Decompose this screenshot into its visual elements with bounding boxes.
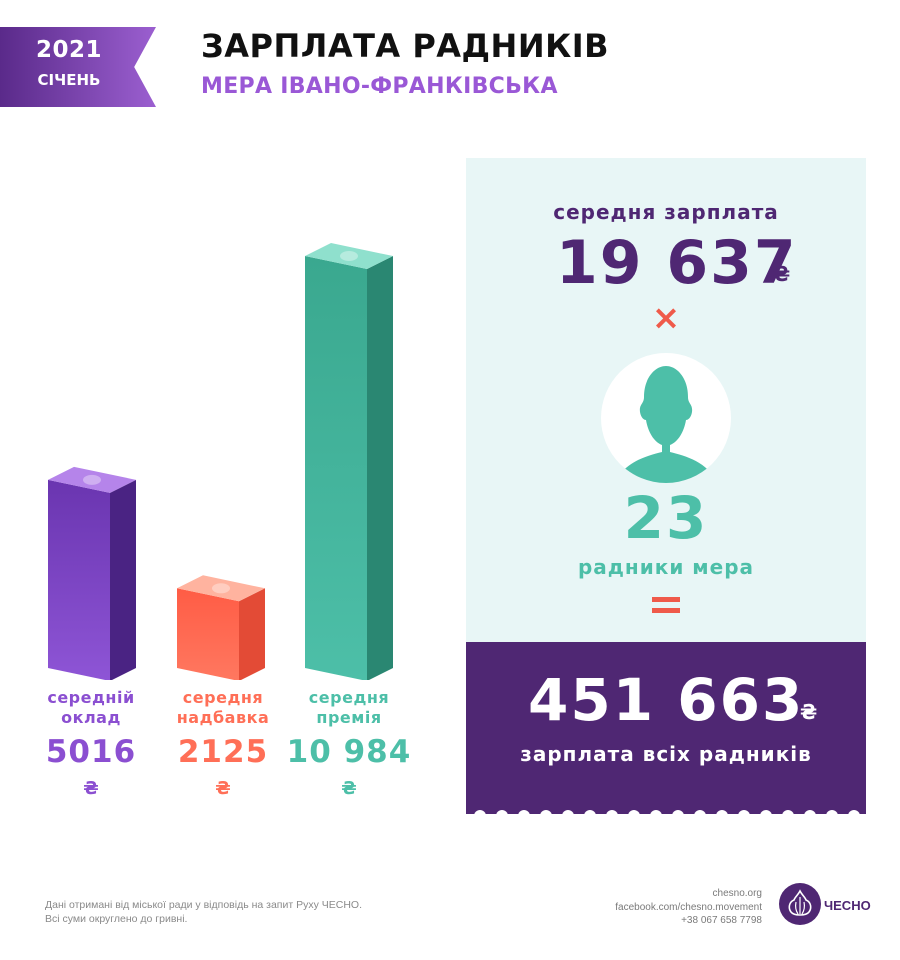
year-label: 2021 <box>35 37 102 63</box>
scallop-dot <box>782 810 794 818</box>
facebook-link[interactable]: facebook.com/chesno.movement <box>615 901 762 913</box>
bar-top-coin <box>340 251 358 261</box>
bar-1 <box>48 466 136 680</box>
scallop-dot <box>518 810 530 818</box>
bar-category-line: середня <box>182 688 264 707</box>
total-salary-label: зарплата всіх радників <box>520 742 812 766</box>
bar-top-face <box>48 466 136 493</box>
note-line: Дані отримані від міської ради у відпові… <box>45 899 362 911</box>
bar-3 <box>305 243 393 680</box>
scallop-dot <box>760 810 772 818</box>
total-panel <box>466 642 866 814</box>
total-salary-value: 451 663 <box>528 666 805 734</box>
bar-top-coin <box>212 583 230 594</box>
bar-front-face <box>305 256 367 680</box>
hryvnia-icon: ₴ <box>773 262 791 286</box>
bar-side-face <box>367 256 393 680</box>
scallop-dot <box>562 810 574 818</box>
bar-category-line: премія <box>316 708 382 727</box>
multiply-icon: × <box>651 298 681 338</box>
site-link[interactable]: chesno.org <box>712 888 762 899</box>
contacts-block: chesno.org facebook.com/chesno.movement … <box>560 887 762 928</box>
scallop-dot <box>474 810 486 818</box>
bar-side-face <box>239 588 265 680</box>
bar-value-label: 5016 <box>45 734 137 770</box>
bar-category-label: середній оклад <box>26 688 156 728</box>
scallop-dot <box>628 810 640 818</box>
scallop-dot <box>826 810 838 818</box>
bar-top-face <box>305 243 393 269</box>
hryvnia-icon: ₴ <box>341 778 357 799</box>
hryvnia-icon: ₴ <box>800 700 818 724</box>
scallop-dot <box>848 810 860 818</box>
bar-top-face <box>177 575 265 602</box>
scallop-dot <box>804 810 816 818</box>
scallop-dot <box>716 810 728 818</box>
average-salary-label: середня зарплата <box>553 200 779 224</box>
page-subtitle: МЕРА ІВАНО-ФРАНКІВСЬКА <box>201 74 558 99</box>
hryvnia-icon: ₴ <box>83 778 99 799</box>
bar-category-line: оклад <box>61 708 121 727</box>
data-source-note: Дані отримані від міської ради у відпові… <box>45 898 362 926</box>
scallop-dot <box>694 810 706 818</box>
bar-category-line: середній <box>47 688 135 707</box>
bar-2 <box>177 575 265 680</box>
date-ribbon: 2021 СІЧЕНЬ <box>0 27 156 107</box>
bar-category-line: надбавка <box>176 708 270 727</box>
scallop-dot <box>650 810 662 818</box>
bar-value-label: 2125 <box>177 734 269 770</box>
bar-front-face <box>48 479 110 680</box>
logo-text: ЧЕСНО <box>824 898 871 913</box>
page-title: ЗАРПЛАТА РАДНИКІВ <box>201 27 610 65</box>
bar-value-label: 10 984 <box>286 734 412 770</box>
scallop-dot <box>606 810 618 818</box>
average-salary-value: 19 637 <box>556 228 798 298</box>
scallop-dot <box>738 810 750 818</box>
bar-category-label: середня премія <box>284 688 414 728</box>
scallop-dot <box>672 810 684 818</box>
bar-category-line: середня <box>308 688 390 707</box>
bar-top-coin <box>83 474 101 485</box>
bar-category-label: середня надбавка <box>158 688 288 728</box>
advisors-count: 23 <box>623 484 709 552</box>
bar-front-face <box>177 588 239 680</box>
advisors-count-label: радники мера <box>577 555 755 579</box>
phone-number: +38 067 658 7798 <box>681 915 762 926</box>
scallop-dot <box>584 810 596 818</box>
month-label: СІЧЕНЬ <box>37 71 101 89</box>
chesno-logo-icon <box>779 883 821 925</box>
bar-chart <box>48 243 393 680</box>
person-avatar-icon <box>601 353 731 483</box>
note-line: Всі суми округлено до гривні. <box>45 913 188 925</box>
ticket-edge <box>474 810 860 818</box>
equals-icon <box>652 597 680 619</box>
bar-side-face <box>110 479 136 680</box>
scallop-dot <box>496 810 508 818</box>
scallop-dot <box>540 810 552 818</box>
hryvnia-icon: ₴ <box>215 778 231 799</box>
